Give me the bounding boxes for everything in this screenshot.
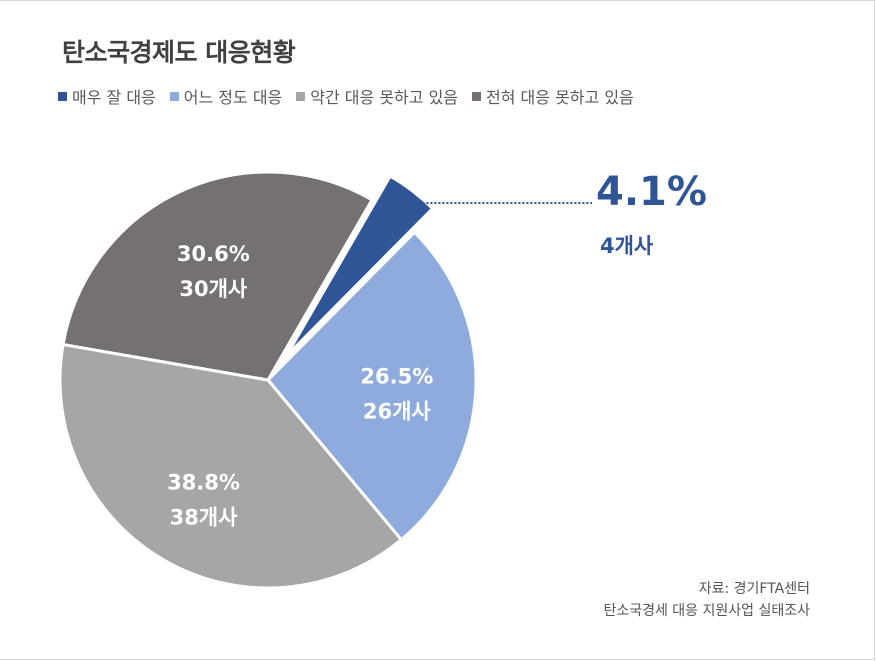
- pie-slice-somewhat: [265, 230, 478, 542]
- legend-label: 매우 잘 대응: [72, 88, 156, 107]
- legend-swatch: [296, 91, 306, 101]
- legend-swatch: [169, 91, 179, 101]
- legend-item-not-at-all: 전혀 대응 못하고 있음: [472, 84, 634, 108]
- data-label-pct-slightly-not: 38.8%: [167, 471, 240, 495]
- data-label-pct-somewhat: 26.5%: [360, 365, 433, 389]
- data-label-pct-not-at-all: 30.6%: [177, 242, 250, 266]
- legend-label: 약간 대응 못하고 있음: [310, 88, 459, 107]
- source-line-2: 탄소국경세 대응 지원사업 실태조사: [603, 603, 810, 619]
- data-label-count-slightly-not: 38개사: [170, 506, 239, 530]
- data-label-count-very-well: 4개사: [600, 234, 654, 258]
- legend-swatch: [472, 91, 482, 101]
- legend-label: 전혀 대응 못하고 있음: [486, 88, 634, 107]
- pie-slice-very-well: [284, 173, 435, 358]
- source-note: 자료: 경기FTA센터 탄소국경세 대응 지원사업 실태조사: [603, 578, 810, 622]
- legend-swatch: [58, 91, 67, 101]
- chart-legend: 매우 잘 대응 어느 정도 대응 약간 대응 못하고 있음 전혀 대응 못하고 …: [58, 84, 634, 108]
- data-label-count-somewhat: 26개사: [363, 400, 432, 424]
- legend-label: 어느 정도 대응: [183, 88, 283, 107]
- legend-item-slightly-not: 약간 대응 못하고 있음: [296, 84, 458, 108]
- data-label-pct-very-well: 4.1%: [596, 169, 707, 215]
- legend-item-very-well: 매우 잘 대응: [58, 84, 156, 108]
- pie-slice-slightly-not: [58, 342, 404, 590]
- legend-item-somewhat: 어느 정도 대응: [169, 84, 283, 108]
- chart-title: 탄소국경제도 대응현황: [62, 38, 296, 67]
- data-label-count-not-at-all: 30개사: [179, 277, 248, 301]
- pie-slice-not-at-all: [61, 170, 375, 382]
- source-line-1: 자료: 경기FTA센터: [698, 581, 810, 597]
